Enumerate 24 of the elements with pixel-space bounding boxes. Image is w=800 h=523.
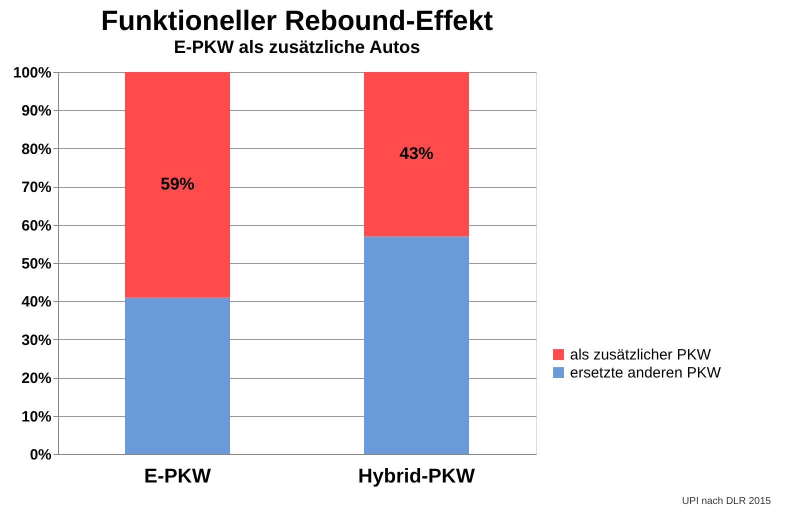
y-tick-label: 40% [21,294,52,311]
y-tick-label: 90% [21,102,52,120]
y-tick-label: 30% [21,332,52,349]
y-tick-label: 10% [21,408,52,426]
legend-label: ersetzte anderen PKW [570,364,722,382]
x-tick-label: Hybrid-PKW [358,466,475,488]
y-tick-label: 70% [21,179,52,196]
y-tick-label: 0% [30,446,52,464]
bar [364,236,469,454]
bar [125,297,230,454]
chart-subtitle: E-PKW als zusätzliche Autos [174,37,420,57]
y-tick-label: 20% [21,370,52,388]
bar [125,72,230,298]
y-tick-label: 60% [21,217,52,234]
chart-title: Funktioneller Rebound-Effekt [101,5,493,36]
bar [364,72,469,236]
y-tick-label: 50% [21,256,52,272]
legend-label: als zusätzlicher PKW [570,346,712,364]
y-tick-label: 100% [13,64,52,82]
data-label: 59% [160,174,195,194]
x-tick-label: E-PKW [144,466,211,488]
y-tick-label: 80% [21,140,52,158]
text: UPI nach DLR 2015 [682,496,772,507]
data-label: 43% [399,144,434,164]
